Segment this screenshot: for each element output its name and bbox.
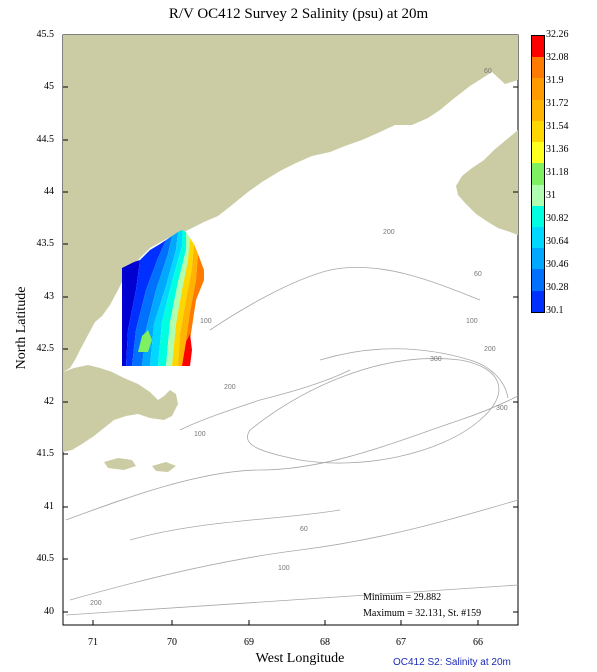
lon-tick-label: 66 [473,637,483,648]
land [63,35,518,472]
colorbar-tick-label: 32.26 [546,29,569,40]
salinity-field [122,230,204,366]
colorbar-tick-label: 30.46 [546,259,569,270]
salinity-band-3 [132,236,172,366]
colorbar-swatch [532,142,544,164]
stats-minimum: Minimum = 29.882 [363,592,442,603]
isobath-label: 300 [430,356,442,363]
colorbar-swatch [532,184,544,206]
colorbar-swatch [532,78,544,100]
colorbar-swatch [532,248,544,270]
colorbar-swatch [532,269,544,291]
land-massachusetts [63,365,178,452]
lon-tick-label: 70 [167,637,177,648]
colorbar-swatch [532,99,544,121]
colorbar [531,35,545,313]
lat-tick-label: 41 [44,501,54,512]
stats-box: Minimum = 29.882 Maximum = 32.131, St. #… [363,590,481,622]
isobath-label: 300 [496,405,508,412]
lon-tick-label: 69 [244,637,254,648]
colorbar-swatch [532,226,544,249]
isobath-georges [247,358,500,464]
lat-tick-label: 44.5 [36,134,55,145]
isobath-label: 100 [466,318,478,325]
colorbar-tick-label: 30.1 [546,305,564,316]
stats-maximum: Maximum = 32.131, St. #159 [363,608,482,619]
lat-tick-label: 40 [44,606,54,617]
land-marthas-vineyard [104,458,136,470]
salinity-band-6 [158,230,186,366]
lat-tick-label: 45 [44,81,54,92]
lat-tick-label: 42 [44,396,54,407]
lat-tick-label: 42.5 [36,343,55,354]
colorbar-swatch [532,120,544,143]
colorbar-tick-label: 30.64 [546,236,569,247]
lat-tick-label: 41.5 [36,448,55,459]
isobath-label: 200 [484,346,496,353]
colorbar-swatch [532,163,544,185]
colorbar-tick-label: 31.72 [546,98,569,109]
y-axis-label: North Latitude [14,286,29,370]
salinity-band-5 [150,230,182,366]
footer-caption: OC412 S2: Salinity at 20m [393,657,511,668]
isobath-300 [319,348,509,399]
land-nova-scotia [456,130,518,235]
colorbar-tick-label: 32.08 [546,52,569,63]
x-axis-label: West Longitude [255,651,345,666]
colorbar-tick-label: 30.28 [546,282,569,293]
salinity-band-8 [172,238,194,366]
lat-tick-label: 44 [44,186,54,197]
land-maine [63,35,518,372]
isobath-label: 60 [484,68,492,75]
isobath-label: 60 [300,526,308,533]
salinity-band-1 [122,260,140,366]
salinity-core [138,330,152,352]
salinity-band-7 [166,232,190,366]
colorbar-swatch [532,57,544,79]
isobath-60-south [129,509,341,541]
lat-tick-label: 43.5 [36,238,55,249]
colorbar-tick-label: 31 [546,190,556,201]
lat-tick-label: 40.5 [36,553,55,564]
colorbar-tick-label: 31.9 [546,75,564,86]
lon-tick-label: 68 [320,637,330,648]
isobaths [65,267,519,616]
colorbar-swatch [532,205,544,227]
isobath-200-shelf [69,499,519,601]
colorbar-swatch [532,290,544,312]
land-nantucket [152,462,176,472]
colorbar-tick-label: 30.82 [546,213,569,224]
chart-title: R/V OC412 Survey 2 Salinity (psu) at 20m [168,6,429,22]
salinity-band-9 [178,244,198,366]
tick-marks [63,86,518,625]
isobath-gulf-200 [209,267,481,331]
isobath-label: 200 [383,229,395,236]
salinity-band-2 [126,240,166,366]
salinity-band-11 [182,334,192,366]
isobath-label: 100 [200,318,212,325]
isobath-label: 100 [194,431,206,438]
lon-tick-label: 71 [88,637,98,648]
salinity-band-4 [142,232,178,366]
colorbar-tick-label: 31.18 [546,167,569,178]
isobath-100-inner [179,369,351,431]
isobath-label: 200 [224,384,236,391]
isobath-label: 60 [474,271,482,278]
colorbar-swatch [532,36,544,58]
lat-tick-label: 43 [44,291,54,302]
lat-tick-label: 45.5 [36,29,55,40]
colorbar-tick-label: 31.54 [546,121,569,132]
colorbar-tick-label: 31.36 [546,144,569,155]
isobath-100-outer [65,395,519,521]
lon-tick-label: 67 [396,637,406,648]
isobath-label: 200 [90,600,102,607]
isobath-labels: 60 200 100 200 60 300 100 200 300 100 60… [90,68,508,607]
isobath-label: 100 [278,565,290,572]
